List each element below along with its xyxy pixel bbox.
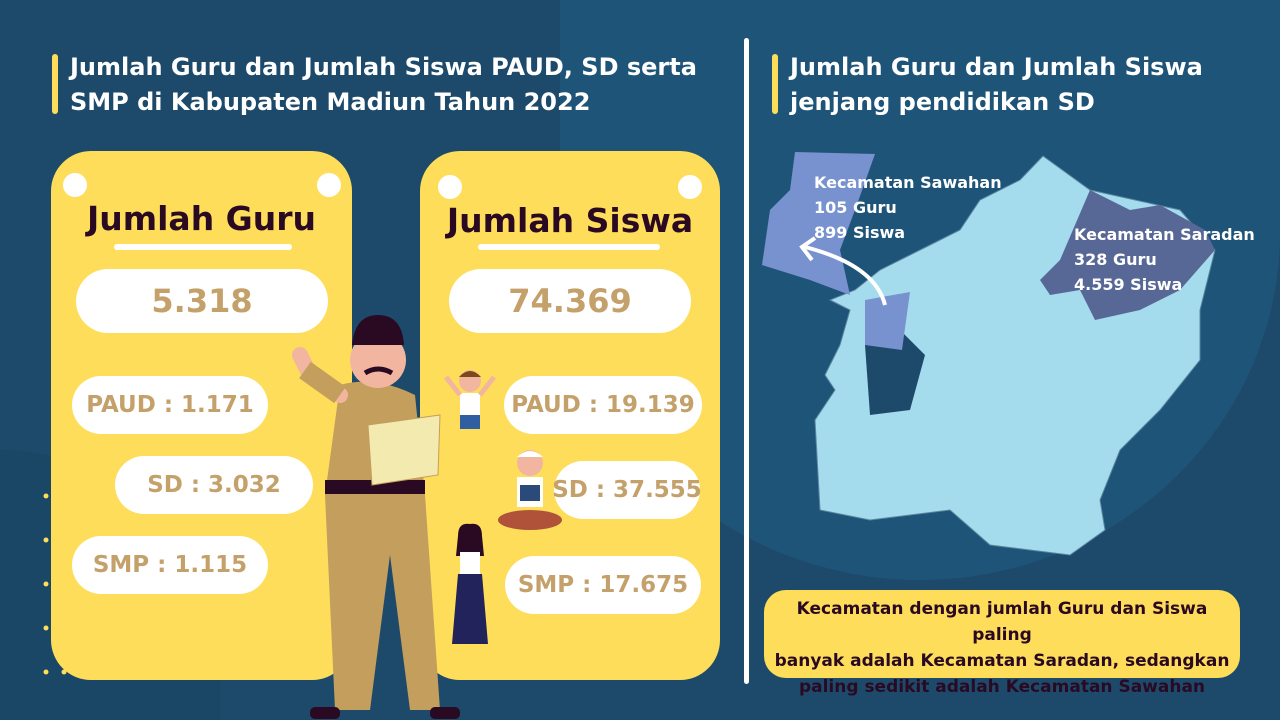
card-hole	[678, 175, 702, 199]
sawahan-label: Kecamatan Sawahan 105 Guru 899 Siswa	[814, 170, 1002, 245]
teacher-illustration	[292, 315, 460, 719]
guru-smp: SMP : 1.115	[72, 536, 268, 594]
dot	[43, 669, 49, 675]
note-line1: Kecamatan dengan jumlah Guru dan Siswa p…	[796, 599, 1208, 645]
right-title-line2: jenjang pendidikan SD	[790, 88, 1095, 116]
sawahan-siswa: 899 Siswa	[814, 223, 906, 242]
heading-underline	[478, 244, 660, 250]
card-hole	[317, 173, 341, 197]
saradan-guru: 328 Guru	[1074, 250, 1157, 269]
map-region-center-gap	[865, 330, 925, 415]
sawahan-arrow-head	[799, 236, 817, 262]
dot	[43, 581, 49, 587]
sawahan-guru: 105 Guru	[814, 198, 897, 217]
right-title-line1: Jumlah Guru dan Jumlah Siswa	[790, 53, 1203, 81]
left-title-line1: Jumlah Guru dan Jumlah Siswa PAUD, SD se…	[70, 53, 697, 81]
siswa-paud: PAUD : 19.139	[504, 376, 702, 434]
student-girl-illustration	[452, 523, 488, 644]
siswa-smp: SMP : 17.675	[505, 556, 701, 614]
sawahan-name: Kecamatan Sawahan	[814, 173, 1002, 192]
map-region-sawahan	[762, 152, 910, 350]
siswa-total: 74.369	[449, 269, 691, 333]
left-title: Jumlah Guru dan Jumlah Siswa PAUD, SD se…	[52, 50, 732, 120]
left-title-line2: SMP di Kabupaten Madiun Tahun 2022	[70, 88, 591, 116]
saradan-siswa: 4.559 Siswa	[1074, 275, 1183, 294]
heading-underline	[114, 244, 292, 250]
note-line3: paling sedikit adalah Kecamatan Sawahan	[798, 677, 1206, 697]
guru-heading: Jumlah Guru	[86, 199, 317, 238]
guru-sd: SD : 3.032	[115, 456, 313, 514]
siswa-sd: SD : 37.555	[552, 461, 702, 519]
siswa-heading: Jumlah Siswa	[446, 201, 694, 240]
conclusion-note: Kecamatan dengan jumlah Guru dan Siswa p…	[764, 590, 1240, 697]
guru-paud: PAUD : 1.171	[72, 376, 268, 434]
note-line2: banyak adalah Kecamatan Saradan, sedangk…	[774, 651, 1230, 671]
guru-total: 5.318	[76, 269, 328, 333]
right-title: Jumlah Guru dan Jumlah Siswa jenjang pen…	[772, 50, 1252, 120]
card-hole	[63, 173, 87, 197]
student-boy-illustration	[444, 370, 496, 429]
dot	[43, 493, 49, 499]
divider	[744, 38, 749, 684]
dot	[43, 625, 49, 631]
saradan-label: Kecamatan Saradan 328 Guru 4.559 Siswa	[1074, 222, 1255, 297]
map-region-saradan	[1040, 190, 1215, 320]
dot	[43, 537, 49, 543]
madiun-map	[762, 152, 1216, 556]
sawahan-arrow	[804, 245, 887, 306]
student-reading-illustration	[498, 450, 562, 530]
saradan-name: Kecamatan Saradan	[1074, 225, 1255, 244]
card-hole	[438, 175, 462, 199]
